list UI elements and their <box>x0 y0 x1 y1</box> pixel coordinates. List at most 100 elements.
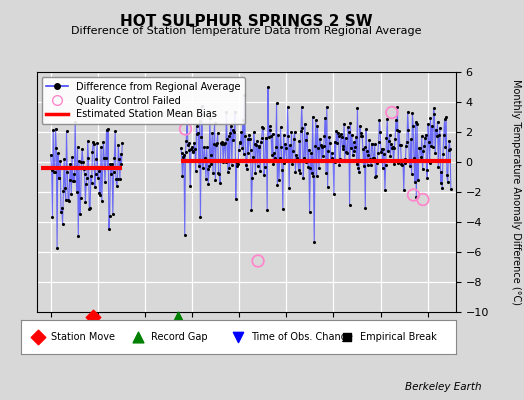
Point <box>84 155 93 162</box>
Point <box>413 121 421 128</box>
Point <box>224 168 232 175</box>
Point <box>70 178 79 184</box>
Point <box>345 202 354 208</box>
Point <box>79 159 87 166</box>
Text: HOT SULPHUR SPRINGS 2 SW: HOT SULPHUR SPRINGS 2 SW <box>120 14 373 29</box>
Point <box>206 160 215 167</box>
Point <box>282 158 291 164</box>
Point <box>245 131 253 138</box>
Point <box>231 108 239 115</box>
Point <box>418 133 426 140</box>
Point <box>400 187 408 193</box>
Point <box>341 157 349 163</box>
Point <box>260 172 268 178</box>
Point <box>437 168 445 175</box>
Point <box>275 177 283 183</box>
Point <box>59 188 68 194</box>
Point <box>113 175 122 182</box>
Point <box>400 156 409 162</box>
Point <box>210 120 219 126</box>
Point <box>108 161 116 168</box>
Point <box>94 175 102 181</box>
Point <box>348 132 356 138</box>
Point <box>396 142 404 148</box>
Point <box>322 170 330 176</box>
Point <box>73 144 82 150</box>
Point <box>375 139 383 146</box>
Point <box>304 163 312 170</box>
Point <box>184 140 193 147</box>
Point <box>63 169 71 175</box>
Point <box>315 164 323 171</box>
Point <box>408 110 417 116</box>
Point <box>66 161 74 167</box>
Point <box>309 173 318 180</box>
Point <box>55 174 63 181</box>
Point <box>237 129 245 136</box>
Point <box>323 104 331 110</box>
Point <box>258 124 267 130</box>
Point <box>328 149 336 156</box>
Point <box>416 144 424 151</box>
Point <box>285 185 293 191</box>
Point <box>267 132 275 139</box>
Point <box>80 166 88 172</box>
Point <box>75 158 83 165</box>
Point <box>405 127 413 133</box>
Point <box>83 138 92 144</box>
Point <box>444 146 453 153</box>
Point <box>78 146 86 152</box>
Point <box>207 152 215 158</box>
Point <box>277 144 286 150</box>
Point <box>244 150 253 156</box>
Point <box>367 161 375 168</box>
Point <box>419 148 428 154</box>
Point <box>335 162 344 168</box>
Point <box>95 190 104 196</box>
Point <box>323 183 332 190</box>
Point <box>330 191 338 198</box>
Point <box>441 144 450 150</box>
Point <box>302 137 311 143</box>
Point <box>390 145 399 151</box>
Point <box>370 154 378 161</box>
Point <box>197 134 205 140</box>
Point <box>354 165 363 171</box>
Point <box>69 170 78 177</box>
Point <box>226 130 234 136</box>
Point <box>308 170 316 176</box>
Point <box>351 144 359 150</box>
Point <box>423 175 431 182</box>
Point <box>89 138 97 145</box>
Point <box>343 150 352 156</box>
Point <box>214 170 223 176</box>
Legend: Difference from Regional Average, Quality Control Failed, Estimated Station Mean: Difference from Regional Average, Qualit… <box>41 77 245 124</box>
Point <box>432 126 440 133</box>
Point <box>389 160 398 167</box>
Point <box>281 141 289 148</box>
Point <box>384 148 392 154</box>
Point <box>67 191 75 197</box>
Point <box>57 209 65 216</box>
Point <box>394 160 402 167</box>
Point <box>414 157 423 163</box>
Point <box>189 149 198 156</box>
Point <box>386 153 395 160</box>
Point <box>248 175 256 181</box>
Point <box>193 131 202 137</box>
Point <box>112 176 120 182</box>
Point <box>334 133 343 140</box>
Point <box>86 172 95 179</box>
Point <box>401 160 410 166</box>
Point <box>230 129 238 136</box>
Point <box>265 123 274 130</box>
Point <box>190 140 199 146</box>
Point <box>369 155 377 162</box>
Point <box>247 207 256 213</box>
Point <box>428 122 436 129</box>
Point <box>276 154 284 161</box>
Point <box>353 161 361 168</box>
Point <box>116 151 125 157</box>
Point <box>116 176 124 182</box>
Point <box>290 128 299 135</box>
